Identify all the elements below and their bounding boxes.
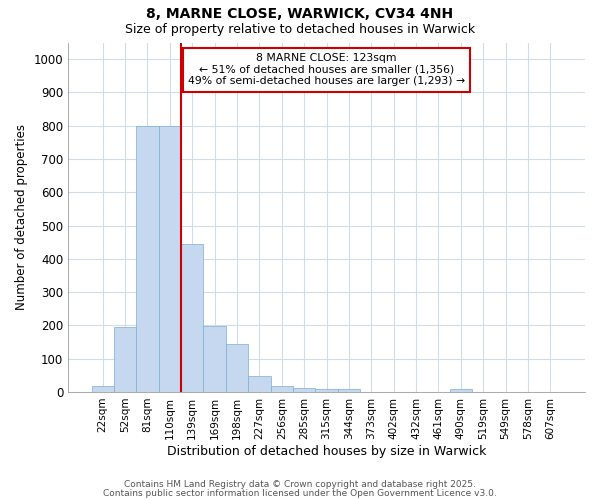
Bar [114, 327, 136, 392]
Bar [316, 388, 338, 392]
X-axis label: Distribution of detached houses by size in Warwick: Distribution of detached houses by size … [167, 444, 486, 458]
Bar [226, 344, 248, 392]
Bar [92, 386, 114, 392]
Text: 8 MARNE CLOSE: 123sqm
← 51% of detached houses are smaller (1,356)
49% of semi-d: 8 MARNE CLOSE: 123sqm ← 51% of detached … [188, 53, 465, 86]
Bar [271, 386, 293, 392]
Text: Contains HM Land Registry data © Crown copyright and database right 2025.: Contains HM Land Registry data © Crown c… [124, 480, 476, 489]
Text: Size of property relative to detached houses in Warwick: Size of property relative to detached ho… [125, 22, 475, 36]
Bar [449, 390, 472, 392]
Bar [248, 376, 271, 392]
Bar [158, 126, 181, 392]
Text: 8, MARNE CLOSE, WARWICK, CV34 4NH: 8, MARNE CLOSE, WARWICK, CV34 4NH [146, 8, 454, 22]
Bar [338, 390, 360, 392]
Y-axis label: Number of detached properties: Number of detached properties [15, 124, 28, 310]
Bar [136, 126, 158, 392]
Text: Contains public sector information licensed under the Open Government Licence v3: Contains public sector information licen… [103, 490, 497, 498]
Bar [181, 244, 203, 392]
Bar [293, 388, 316, 392]
Bar [203, 326, 226, 392]
